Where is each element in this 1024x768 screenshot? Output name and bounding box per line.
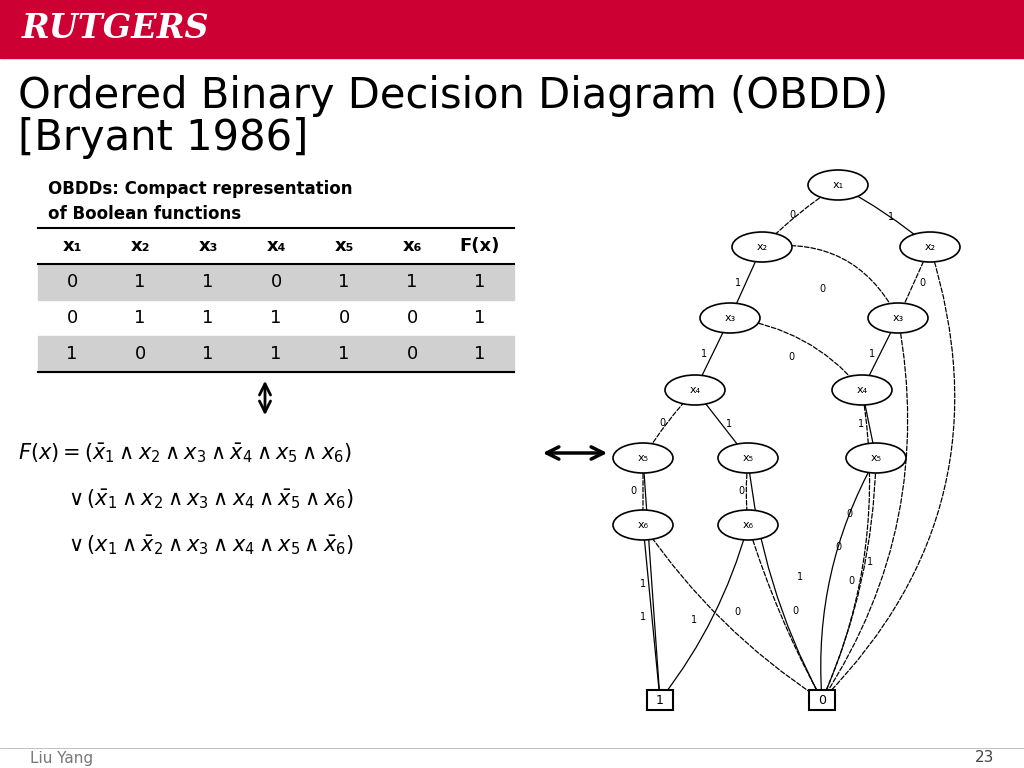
- Text: x₅: x₅: [334, 237, 353, 255]
- Text: 0: 0: [818, 694, 826, 707]
- Bar: [38, 264, 514, 300]
- Text: x₆: x₆: [742, 520, 754, 530]
- Text: 1: 1: [656, 694, 664, 707]
- Bar: [38, 336, 514, 372]
- Text: 1: 1: [474, 309, 485, 327]
- Ellipse shape: [808, 170, 868, 200]
- Bar: [809, 690, 835, 710]
- Text: 1: 1: [338, 273, 349, 291]
- Text: x₁: x₁: [833, 180, 844, 190]
- Text: 0: 0: [270, 273, 282, 291]
- Ellipse shape: [613, 443, 673, 473]
- Text: Liu Yang: Liu Yang: [30, 750, 93, 766]
- Text: 0: 0: [659, 419, 665, 429]
- Text: x₄: x₄: [856, 385, 867, 395]
- Text: 1: 1: [474, 345, 485, 363]
- Text: 0: 0: [134, 345, 145, 363]
- Text: x₁: x₁: [62, 237, 82, 255]
- Bar: [647, 690, 673, 710]
- Text: 1: 1: [203, 309, 214, 327]
- Text: 0: 0: [790, 210, 796, 220]
- Text: 0: 0: [835, 541, 841, 551]
- Ellipse shape: [900, 232, 961, 262]
- Text: RUTGERS: RUTGERS: [22, 12, 210, 45]
- Text: x₅: x₅: [742, 453, 754, 463]
- Text: x₆: x₆: [638, 520, 648, 530]
- Text: 0: 0: [919, 277, 925, 287]
- Text: 1: 1: [869, 349, 876, 359]
- Text: 1: 1: [203, 345, 214, 363]
- Text: 0: 0: [738, 486, 744, 496]
- Text: [Bryant 1986]: [Bryant 1986]: [18, 117, 308, 159]
- Text: 0: 0: [734, 607, 740, 617]
- Text: x₂: x₂: [757, 242, 768, 252]
- Text: x₅: x₅: [870, 453, 882, 463]
- Text: $\vee\, (x_1 \wedge \bar{x}_2 \wedge x_3 \wedge x_4 \wedge x_5 \wedge \bar{x}_6): $\vee\, (x_1 \wedge \bar{x}_2 \wedge x_3…: [68, 533, 354, 557]
- Ellipse shape: [665, 375, 725, 405]
- Text: 0: 0: [819, 284, 825, 294]
- Text: 0: 0: [630, 486, 636, 496]
- Text: 1: 1: [858, 419, 864, 429]
- Text: 1: 1: [735, 277, 741, 287]
- Text: x₃: x₃: [199, 237, 218, 255]
- Ellipse shape: [868, 303, 928, 333]
- Text: x₆: x₆: [402, 237, 422, 255]
- Ellipse shape: [613, 510, 673, 540]
- Text: 23: 23: [975, 750, 994, 766]
- Text: 1: 1: [338, 345, 349, 363]
- Text: 0: 0: [788, 352, 795, 362]
- Text: x₄: x₄: [689, 385, 700, 395]
- Text: 0: 0: [407, 309, 418, 327]
- Text: 1: 1: [690, 615, 696, 625]
- Text: 0: 0: [849, 576, 855, 586]
- Ellipse shape: [846, 443, 906, 473]
- Text: x₃: x₃: [724, 313, 735, 323]
- Text: x₂: x₂: [130, 237, 150, 255]
- Text: 0: 0: [846, 508, 852, 518]
- Text: 1: 1: [474, 273, 485, 291]
- Text: 1: 1: [798, 572, 803, 582]
- Text: $F(x) = (\bar{x}_1 \wedge x_2 \wedge x_3 \wedge \bar{x}_4 \wedge x_5 \wedge x_6): $F(x) = (\bar{x}_1 \wedge x_2 \wedge x_3…: [18, 441, 352, 465]
- Text: F(x): F(x): [460, 237, 500, 255]
- Text: 1: 1: [701, 349, 708, 359]
- Text: 0: 0: [67, 309, 78, 327]
- Text: 1: 1: [134, 273, 145, 291]
- Text: 1: 1: [203, 273, 214, 291]
- Text: 1: 1: [407, 273, 418, 291]
- Text: 1: 1: [640, 579, 646, 589]
- Ellipse shape: [732, 232, 792, 262]
- Text: 1: 1: [867, 557, 872, 567]
- Text: $\vee\, (\bar{x}_1 \wedge x_2 \wedge x_3 \wedge x_4 \wedge \bar{x}_5 \wedge x_6): $\vee\, (\bar{x}_1 \wedge x_2 \wedge x_3…: [68, 487, 354, 511]
- Text: 0: 0: [338, 309, 349, 327]
- Text: 1: 1: [640, 613, 646, 623]
- Text: x₂: x₂: [925, 242, 936, 252]
- Text: 0: 0: [407, 345, 418, 363]
- Bar: [0, 0, 1024, 58]
- Text: x₃: x₃: [892, 313, 903, 323]
- Text: 1: 1: [270, 345, 282, 363]
- Text: 0: 0: [67, 273, 78, 291]
- Text: 1: 1: [67, 345, 78, 363]
- Text: OBDDs: Compact representation
of Boolean functions: OBDDs: Compact representation of Boolean…: [48, 180, 352, 223]
- Text: 1: 1: [726, 419, 732, 429]
- Text: Ordered Binary Decision Diagram (OBDD): Ordered Binary Decision Diagram (OBDD): [18, 75, 888, 117]
- Ellipse shape: [700, 303, 760, 333]
- Text: 1: 1: [134, 309, 145, 327]
- Ellipse shape: [831, 375, 892, 405]
- Text: x₄: x₄: [266, 237, 286, 255]
- Text: 1: 1: [888, 213, 894, 223]
- Text: x₅: x₅: [638, 453, 648, 463]
- Ellipse shape: [718, 443, 778, 473]
- Text: 1: 1: [270, 309, 282, 327]
- Ellipse shape: [718, 510, 778, 540]
- Text: 0: 0: [793, 607, 799, 617]
